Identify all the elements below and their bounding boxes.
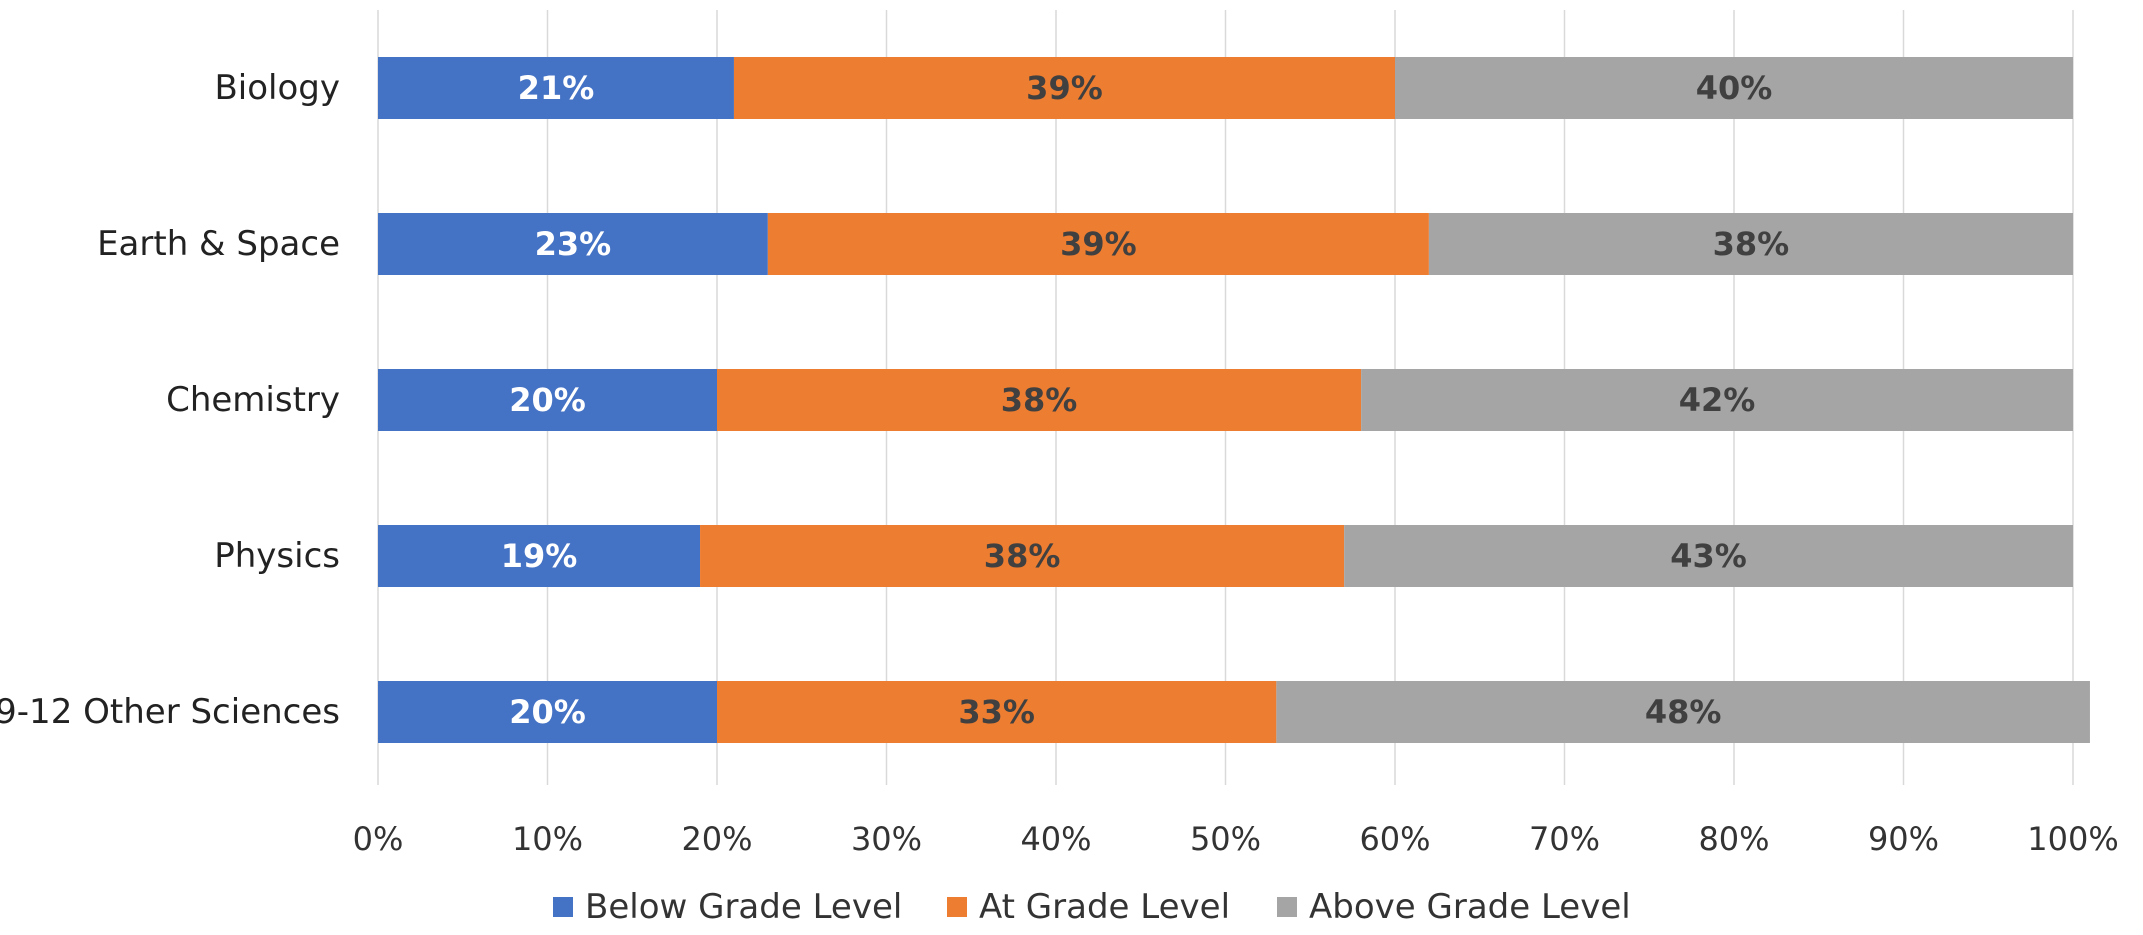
bar-segment [717, 369, 1362, 431]
bar-row: 19% 38% 43% [378, 525, 2073, 587]
legend-label: At Grade Level [979, 887, 1230, 927]
bar-row: 21% 39% 40% [378, 57, 2073, 119]
bar-row: 20% 33% 48% [378, 681, 2090, 743]
data-label: 48% [1645, 693, 1722, 731]
legend-item: Above Grade Level [1277, 887, 1631, 927]
legend-swatch [947, 897, 967, 917]
category-label: 9-12 Other Sciences [0, 692, 340, 732]
data-label: 39% [1026, 69, 1103, 107]
x-tick-label: 80% [1698, 820, 1769, 858]
bars: 21% 39% 40% 23% 39% 38% 20% 38% 42% 19% 38% 43% 20% 3… [378, 57, 2090, 743]
bar-segment [378, 57, 734, 119]
data-label: 23% [535, 225, 612, 263]
x-tick-label: 40% [1020, 820, 1091, 858]
x-tick-label: 100% [2027, 820, 2118, 858]
data-label: 43% [1670, 537, 1747, 575]
data-label: 38% [1713, 225, 1790, 263]
legend-item: At Grade Level [947, 887, 1230, 927]
bar-segment [1344, 525, 2073, 587]
category-label: Biology [214, 68, 340, 108]
legend-label: Above Grade Level [1309, 887, 1631, 927]
category-label: Chemistry [166, 380, 340, 420]
x-axis-tick-labels: 0% 10% 20% 30% 40% 50% 60% 70% 80% 90% 100% [353, 820, 2119, 858]
x-tick-label: 90% [1868, 820, 1939, 858]
legend-swatch [1277, 897, 1297, 917]
data-label: 19% [501, 537, 578, 575]
x-tick-label: 60% [1359, 820, 1430, 858]
data-label: 21% [518, 69, 595, 107]
bar-segment [1361, 369, 2073, 431]
legend: Below Grade Level At Grade Level Above Gra… [553, 887, 1631, 927]
x-tick-label: 50% [1190, 820, 1261, 858]
data-label: 20% [509, 381, 586, 419]
bar-segment [1276, 681, 2090, 743]
legend-item: Below Grade Level [553, 887, 902, 927]
bar-segment [1428, 213, 2073, 275]
bar-row: 23% 39% 38% [378, 213, 2073, 275]
bar-segment [378, 681, 717, 743]
bar-segment [717, 681, 1277, 743]
bar-segment [378, 213, 768, 275]
bar-segment [767, 213, 1429, 275]
x-tick-label: 10% [512, 820, 583, 858]
x-tick-label: 20% [681, 820, 752, 858]
data-label: 38% [1001, 381, 1078, 419]
data-label: 42% [1679, 381, 1756, 419]
bar-segment [700, 525, 1345, 587]
data-label: 20% [509, 693, 586, 731]
bar-row: 20% 38% 42% [378, 369, 2073, 431]
legend-label: Below Grade Level [585, 887, 902, 927]
category-labels: Biology Earth & Space Chemistry Physics 9-12… [0, 68, 340, 732]
bar-segment [1395, 57, 2073, 119]
data-label: 33% [958, 693, 1035, 731]
x-tick-label: 30% [851, 820, 922, 858]
data-label: 40% [1696, 69, 1773, 107]
category-label: Physics [214, 536, 340, 576]
data-label: 39% [1060, 225, 1137, 263]
data-label: 38% [984, 537, 1061, 575]
legend-swatch [553, 897, 573, 917]
x-tick-label: 70% [1529, 820, 1600, 858]
x-tick-label: 0% [353, 820, 404, 858]
category-label: Earth & Space [97, 224, 340, 264]
bar-segment [378, 369, 717, 431]
bar-segment [378, 525, 701, 587]
bar-segment [733, 57, 1395, 119]
